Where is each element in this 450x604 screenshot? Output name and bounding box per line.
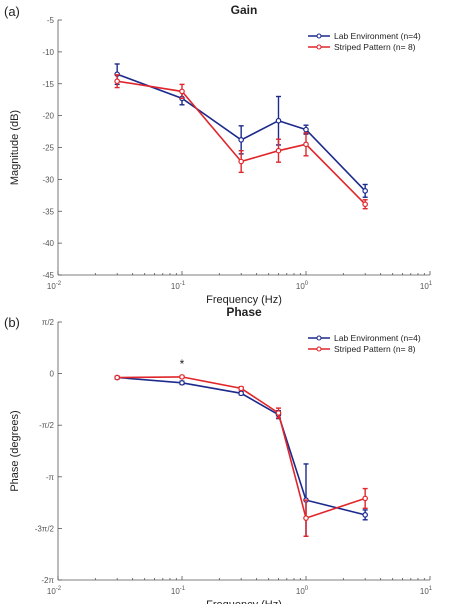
x-tick-exponent: -2 bbox=[56, 586, 62, 592]
x-tick-label: 10-1 bbox=[171, 281, 186, 291]
x-tick-label: 10-2 bbox=[47, 586, 62, 596]
x-tick-label: 100 bbox=[296, 586, 309, 596]
data-point bbox=[238, 390, 244, 397]
data-point bbox=[362, 512, 368, 518]
x-tick-base: 10 bbox=[171, 282, 180, 291]
series-line bbox=[117, 80, 366, 205]
y-tick-label: -35 bbox=[42, 207, 54, 216]
legend-entry: Lab Environment (n=4) bbox=[334, 333, 421, 343]
legend-marker bbox=[316, 33, 322, 39]
y-axis-label: Magnitude (dB) bbox=[9, 110, 21, 185]
data-point bbox=[275, 147, 282, 154]
y-tick-label: -45 bbox=[42, 271, 54, 280]
x-axis-label: Frequency (Hz) bbox=[206, 599, 282, 604]
series-1 bbox=[114, 374, 368, 537]
x-tick-exponent: 0 bbox=[305, 281, 309, 287]
legend-entry: Lab Environment (n=4) bbox=[334, 31, 421, 41]
legend-entry: Striped Pattern (n= 8) bbox=[334, 42, 416, 52]
x-tick-label: 100 bbox=[296, 281, 309, 291]
legend-entry: Striped Pattern (n= 8) bbox=[334, 344, 416, 354]
data-point bbox=[303, 141, 309, 148]
y-axis-label: Phase (degrees) bbox=[9, 410, 21, 491]
data-point bbox=[114, 78, 120, 85]
data-point bbox=[362, 201, 368, 208]
x-tick-base: 10 bbox=[47, 282, 56, 291]
data-point bbox=[114, 374, 120, 381]
y-tick-label: -3π/2 bbox=[35, 524, 55, 533]
data-point bbox=[238, 158, 244, 165]
legend: Lab Environment (n=4)Striped Pattern (n=… bbox=[308, 333, 421, 354]
data-point bbox=[275, 410, 282, 416]
x-tick-base: 10 bbox=[296, 587, 305, 596]
y-tick-label: -5 bbox=[47, 16, 55, 25]
x-tick-exponent: 1 bbox=[429, 281, 433, 287]
series-line bbox=[117, 376, 366, 520]
y-tick-label: -2π bbox=[41, 576, 54, 585]
y-tick-label: -10 bbox=[42, 48, 54, 57]
x-tick-base: 10 bbox=[171, 587, 180, 596]
y-tick-label: 0 bbox=[50, 370, 55, 379]
legend: Lab Environment (n=4)Striped Pattern (n=… bbox=[308, 31, 421, 52]
series-1 bbox=[114, 63, 368, 198]
series-line bbox=[116, 73, 366, 192]
x-tick-exponent: -1 bbox=[180, 586, 186, 592]
data-point bbox=[179, 380, 185, 386]
x-axis-label: Frequency (Hz) bbox=[206, 294, 282, 306]
legend-marker bbox=[316, 346, 322, 352]
data-point bbox=[362, 188, 368, 194]
x-tick-label: 101 bbox=[420, 586, 433, 596]
data-point bbox=[179, 374, 185, 380]
series-2 bbox=[114, 374, 368, 537]
y-tick-label: -20 bbox=[42, 112, 54, 121]
x-tick-label: 10-2 bbox=[47, 281, 62, 291]
x-tick-exponent: -1 bbox=[180, 281, 186, 287]
panel-label: (b) bbox=[4, 315, 20, 330]
panel-label: (a) bbox=[4, 4, 20, 19]
x-tick-exponent: 0 bbox=[305, 586, 309, 592]
x-tick-label: 10-1 bbox=[171, 586, 186, 596]
chart-title: Gain bbox=[231, 3, 258, 17]
y-tick-label: -25 bbox=[42, 144, 54, 153]
x-tick-exponent: 1 bbox=[429, 586, 433, 592]
data-point bbox=[303, 126, 309, 133]
legend-marker bbox=[316, 44, 322, 50]
x-tick-base: 10 bbox=[420, 282, 429, 291]
y-tick-label: -15 bbox=[42, 80, 54, 89]
data-point bbox=[179, 88, 185, 95]
data-point bbox=[238, 137, 244, 143]
series-2 bbox=[114, 74, 368, 210]
data-point bbox=[238, 385, 244, 392]
x-tick-base: 10 bbox=[47, 587, 56, 596]
y-tick-label: π/2 bbox=[42, 318, 55, 327]
y-tick-label: -π bbox=[46, 473, 55, 482]
x-tick-label: 101 bbox=[420, 281, 433, 291]
y-tick-label: -40 bbox=[42, 239, 54, 248]
x-tick-base: 10 bbox=[296, 282, 305, 291]
y-tick-label: -30 bbox=[42, 175, 54, 184]
data-point bbox=[362, 495, 368, 502]
data-point bbox=[303, 515, 309, 521]
annotation: * bbox=[180, 357, 185, 371]
data-point bbox=[275, 117, 282, 124]
x-tick-exponent: -2 bbox=[56, 281, 62, 287]
legend-marker bbox=[316, 335, 322, 341]
x-tick-base: 10 bbox=[420, 587, 429, 596]
y-tick-label: -π/2 bbox=[39, 421, 54, 430]
series-line bbox=[117, 376, 366, 516]
chart-title: Phase bbox=[226, 305, 262, 319]
